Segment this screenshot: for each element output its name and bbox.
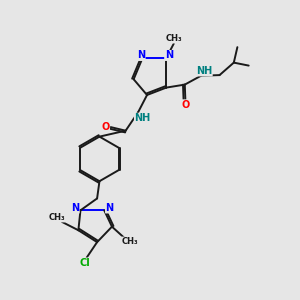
Text: NH: NH [134,113,151,123]
Text: Cl: Cl [80,258,91,268]
Text: N: N [71,203,79,213]
Text: O: O [101,122,110,131]
Text: NH: NH [196,66,212,76]
Text: CH₃: CH₃ [48,213,65,222]
Text: N: N [106,203,114,213]
Text: N: N [165,50,173,61]
Text: N: N [137,50,145,61]
Text: O: O [181,100,190,110]
Text: CH₃: CH₃ [166,34,183,43]
Text: CH₃: CH₃ [122,237,138,246]
